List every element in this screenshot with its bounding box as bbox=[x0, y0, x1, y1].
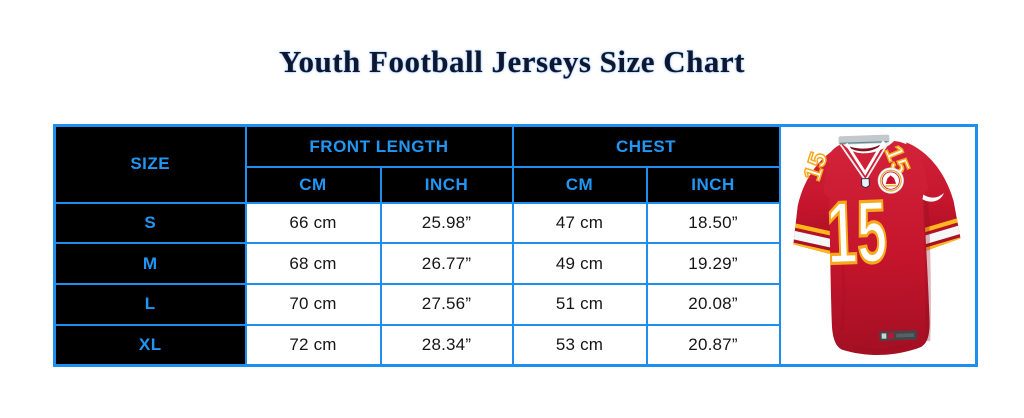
cell-front-cm: 72 cm bbox=[244, 323, 382, 367]
cell-front-inch: 26.77” bbox=[379, 242, 514, 286]
jersey-image-cell: 15 15 15 bbox=[778, 124, 978, 367]
cell-chest-inch: 20.08” bbox=[645, 283, 781, 326]
header-cell-size: SIZE bbox=[53, 124, 247, 204]
cell-chest-cm: 49 cm bbox=[511, 242, 648, 286]
cell-chest-cm: 51 cm bbox=[511, 283, 648, 326]
cell-chest-inch: 19.29” bbox=[645, 242, 781, 286]
nfl-shield-icon bbox=[860, 177, 870, 188]
body-side-shadow bbox=[922, 195, 931, 341]
body-crease bbox=[838, 243, 845, 331]
size-cell: M bbox=[53, 242, 247, 286]
chiefs-patch bbox=[877, 167, 904, 194]
cell-chest-cm: 47 cm bbox=[511, 201, 648, 245]
size-cell: XL bbox=[53, 323, 247, 367]
header-cell-front-inch: INCH bbox=[379, 166, 514, 204]
table-row-m: M 68 cm 26.77” 49 cm 19.29” bbox=[53, 242, 977, 286]
cell-front-cm: 68 cm bbox=[244, 242, 382, 286]
table-row-l: L 70 cm 27.56” 51 cm 20.08” bbox=[53, 283, 977, 326]
cell-front-cm: 70 cm bbox=[244, 283, 382, 326]
header-cell-chest-inch: INCH bbox=[645, 166, 781, 204]
cell-front-inch: 27.56” bbox=[379, 283, 514, 326]
size-chart: SIZE FRONT LENGTH CHEST bbox=[53, 124, 978, 367]
table-header-row-groups: SIZE FRONT LENGTH CHEST bbox=[53, 124, 978, 367]
jersey-image: 15 15 15 bbox=[789, 134, 961, 355]
collar-back-line bbox=[839, 140, 889, 144]
hem-shadow bbox=[852, 341, 912, 351]
cell-chest-inch: 18.50” bbox=[645, 201, 781, 245]
cell-front-inch: 28.34” bbox=[379, 323, 514, 367]
neck-opening bbox=[844, 141, 884, 151]
collar-v-inner bbox=[844, 140, 885, 176]
size-cell: S bbox=[53, 201, 247, 245]
size-cell: L bbox=[53, 283, 247, 326]
table-row-s: S 66 cm 25.98” 47 cm 18.50” bbox=[53, 201, 977, 245]
page-title: Youth Football Jerseys Size Chart bbox=[279, 44, 745, 79]
cell-front-cm: 66 cm bbox=[244, 201, 382, 245]
table-row-xl: XL 72 cm 28.34” 53 cm 20.87” bbox=[53, 323, 977, 367]
cell-chest-cm: 53 cm bbox=[511, 323, 648, 367]
cell-chest-inch: 20.87” bbox=[645, 323, 781, 367]
header-cell-front-cm: CM bbox=[244, 166, 382, 204]
table-header-row-units: CM INCH CM INCH bbox=[55, 166, 977, 204]
jock-tag bbox=[878, 329, 917, 341]
cell-front-inch: 25.98” bbox=[379, 201, 514, 245]
size-chart-table: SIZE FRONT LENGTH CHEST bbox=[53, 124, 978, 367]
jersey-body bbox=[823, 140, 930, 355]
header-cell-front-length: FRONT LENGTH bbox=[244, 124, 514, 169]
header-cell-chest: CHEST bbox=[511, 124, 781, 169]
header-cell-chest-cm: CM bbox=[511, 166, 648, 204]
jersey-number: 15 bbox=[825, 181, 889, 282]
nike-swoosh-icon bbox=[922, 192, 944, 202]
